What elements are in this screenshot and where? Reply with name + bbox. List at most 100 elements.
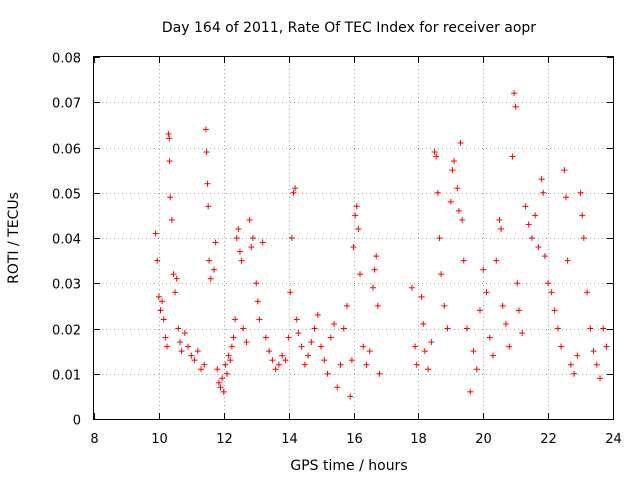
data-point [408,284,415,291]
data-point [176,339,183,346]
data-point [228,343,235,350]
y-tick-label: 0.07 [52,97,81,112]
x-tick-label: 24 [605,432,622,447]
data-point [240,325,247,332]
data-point [580,235,587,241]
data-point [162,334,169,341]
x-tick-label: 18 [410,432,427,447]
data-point [308,339,315,346]
data-point [181,330,188,337]
data-point [266,348,273,355]
data-point [321,357,328,364]
data-point [347,393,354,400]
grid-lines [94,57,613,419]
data-point [288,235,295,241]
data-point [206,257,213,264]
data-point [412,343,419,350]
data-point [219,375,226,382]
data-point [525,221,532,228]
data-point [567,361,574,368]
data-point [202,126,209,133]
data-point [564,257,571,264]
data-point [155,293,162,300]
data-point [603,343,610,350]
data-point [374,302,381,309]
data-point [235,225,242,232]
x-tick-label: 20 [475,432,492,447]
data-point [425,366,432,373]
data-point [230,334,237,341]
data-point [249,235,256,241]
data-point [511,90,518,97]
data-point [201,361,208,368]
data-point [436,235,443,241]
data-point [262,334,269,341]
data-point [311,325,318,332]
y-tick-label: 0.03 [52,278,81,293]
y-tick-label: 0 [73,414,81,429]
data-point [483,289,490,296]
y-tick-label: 0.06 [52,143,81,158]
data-point [167,194,174,201]
y-axis-title: ROTI / TECUs [6,192,22,284]
data-point [287,289,294,296]
data-point [420,320,427,327]
data-point [438,271,445,278]
data-point [509,153,516,160]
data-point [163,343,170,350]
data-point [223,370,230,377]
data-point [561,167,568,174]
data-point [428,339,435,346]
data-point [157,307,164,314]
data-point [191,357,198,364]
data-point [512,103,519,110]
data-point [152,230,159,237]
data-point [579,212,586,219]
y-tick-label: 0.01 [52,369,81,384]
data-point [222,361,229,368]
data-point [496,216,503,223]
data-point [499,302,506,309]
data-point [371,266,378,273]
data-point [369,284,376,291]
data-point [449,167,456,174]
x-tick-label: 12 [216,432,233,447]
data-point [554,325,561,332]
data-point [590,348,597,355]
data-point [366,348,373,355]
y-axis-ticks: 0 0.01 0.02 0.03 0.04 0.05 0.06 0.07 0.08 [52,52,613,429]
data-point [434,189,441,196]
data-point [373,253,380,260]
data-point [279,352,286,359]
data-point [293,316,300,323]
data-point [473,366,480,373]
data-point [232,316,239,323]
data-point [170,271,177,278]
data-point [337,361,344,368]
data-point [178,348,185,355]
data-point [175,325,182,332]
data-point [600,325,607,332]
data-point [211,266,218,273]
data-point [212,239,219,246]
data-point [160,316,167,323]
data-point [233,235,240,241]
data-point [538,176,545,183]
plot-frame [93,56,614,420]
data-point [460,257,467,264]
data-point [205,203,212,210]
data-point [298,343,305,350]
data-point [577,189,584,196]
data-point [154,257,161,264]
data-point [314,311,321,318]
data-point [540,189,547,196]
data-point [348,357,355,364]
data-point [254,298,261,305]
data-point [413,361,420,368]
data-point [421,348,428,355]
data-point [253,280,260,287]
data-point [532,212,539,219]
data-point [344,302,351,309]
data-point [447,198,454,205]
data-point [305,352,312,359]
